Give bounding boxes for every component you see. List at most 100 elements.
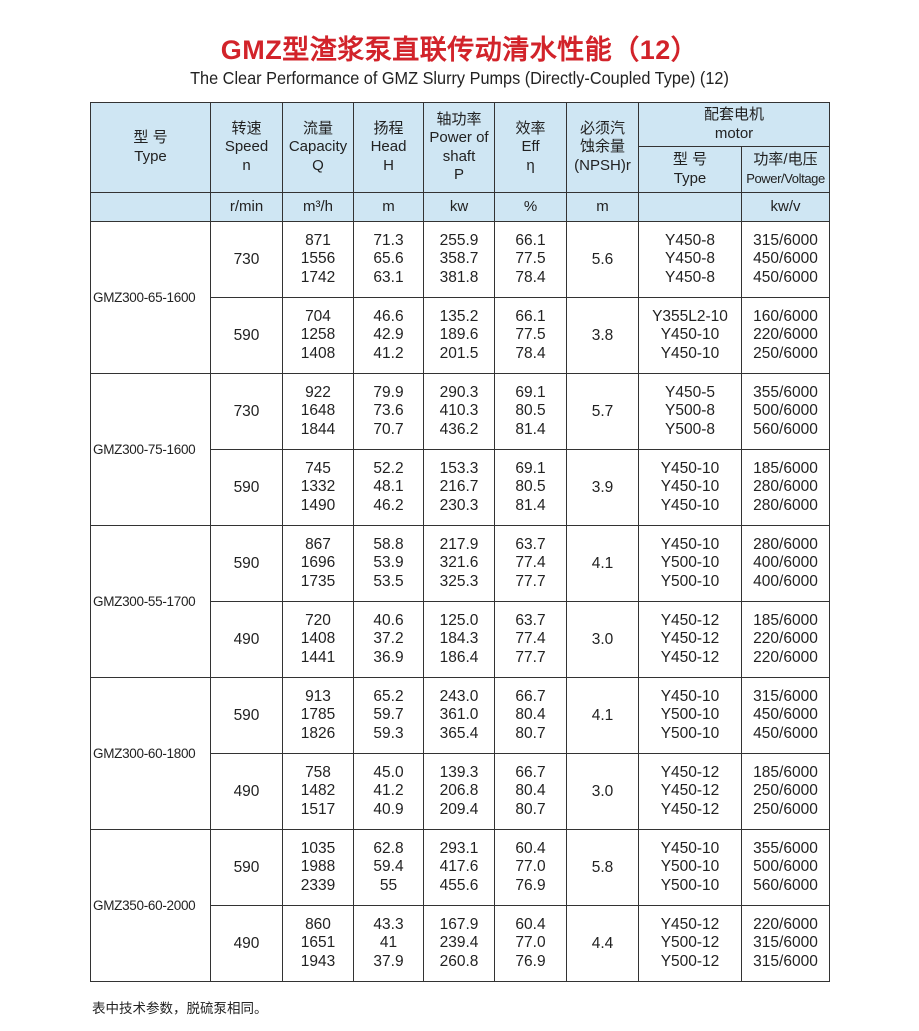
capacity-cell-value: 871	[305, 231, 331, 249]
motor-pv-cell-value: 400/6000	[753, 554, 818, 572]
motor-type-cell-value: Y450-10	[660, 535, 720, 553]
head-cell-value: 45.0	[373, 763, 404, 781]
eff-cell: 69.1 80.5 81.4	[494, 373, 567, 450]
speed-cell: 490	[210, 905, 283, 982]
speed-cell: 490	[210, 601, 283, 678]
motor-type-cell: Y450-8 Y450-8 Y450-8	[638, 221, 742, 298]
motor-type-cell-value: Y500-10	[660, 876, 720, 894]
head-cell-value: 71.3	[373, 231, 404, 249]
capacity-cell-value: 860	[305, 915, 331, 933]
table-row: GMZ350-60-2000 590 1035 1988 2339 62.8 59.4 55 2…	[90, 829, 831, 982]
motor-pv-cell-value: 185/6000	[753, 459, 818, 477]
power-cell-value: 217.9	[439, 535, 479, 553]
table-row: 490 720 1408 1441 40.6 37.2 36.9 125.0 184.3 186.…	[91, 601, 831, 678]
motor-pv-cell-value: 400/6000	[753, 572, 818, 590]
capacity-cell: 913 1785 1826	[282, 677, 354, 754]
eff-cell: 63.7 77.4 77.7	[494, 525, 567, 602]
motor-pv-cell-value: 185/6000	[753, 763, 818, 781]
motor-type-cell: Y450-10 Y450-10 Y450-10	[638, 449, 742, 526]
power-cell-value: 230.3	[439, 496, 479, 514]
head-cell: 52.2 48.1 46.2	[353, 449, 424, 526]
motor-type-cell: Y450-12 Y500-12 Y500-12	[638, 905, 742, 982]
head-cell-value: 59.3	[373, 724, 404, 742]
motor-pv-cell-value: 450/6000	[753, 724, 818, 742]
head-cell-value: 62.8	[373, 839, 404, 857]
head-cell-value: 42.9	[373, 326, 404, 344]
motor-pv-cell-value: 250/6000	[753, 800, 818, 818]
power-cell-value: 293.1	[439, 839, 479, 857]
table-row: GMZ300-60-1800 590 913 1785 1826 65.2 59.7 59.3…	[90, 677, 831, 830]
power-cell-value: 321.6	[439, 554, 479, 572]
motor-pv-cell: 160/6000 220/6000 250/6000	[740, 297, 831, 374]
capacity-cell-value: 758	[305, 763, 331, 781]
motor-type-cell-value: Y355L2-10	[652, 307, 728, 325]
eff-cell-value: 77.5	[515, 326, 546, 344]
power-cell-value: 290.3	[439, 383, 479, 401]
eff-cell-value: 78.4	[515, 344, 546, 362]
table-row: GMZ300-75-1600 730 922 1648 1844 79.9 73.6 70.7…	[90, 373, 831, 526]
head-cell-value: 41.2	[373, 344, 404, 362]
capacity-cell-value: 1035	[300, 839, 336, 857]
head-cell-value: 59.4	[373, 858, 404, 876]
power-cell-value: 361.0	[439, 706, 479, 724]
speed-cell: 590	[210, 449, 283, 526]
power-cell: 217.9 321.6 325.3	[423, 525, 495, 602]
speed-cell: 490	[210, 753, 283, 830]
motor-type-cell-value: Y500-10	[660, 554, 720, 572]
motor-pv-cell-value: 220/6000	[753, 630, 818, 648]
eff-cell: 63.7 77.4 77.7	[494, 601, 567, 678]
header-motor-type: 型 号 Type	[638, 146, 742, 193]
motor-type-cell-value: Y450-10	[660, 839, 720, 857]
footnote: 表中技术参数，脱硫泵相同。	[92, 1001, 268, 1016]
motor-type-cell-value: Y450-10	[660, 478, 720, 496]
motor-type-cell-value: Y500-12	[660, 952, 720, 970]
power-cell-value: 381.8	[439, 268, 479, 286]
motor-type-cell-value: Y450-10	[660, 326, 720, 344]
unit-npsh: m	[566, 192, 639, 222]
capacity-cell-value: 1742	[300, 268, 336, 286]
eff-cell-value: 80.5	[515, 402, 546, 420]
eff-cell-value: 66.1	[515, 307, 546, 325]
capacity-cell-value: 1556	[300, 250, 336, 268]
motor-type-cell-value: Y450-10	[660, 496, 720, 514]
header-npsh: 必须汽 蚀余量 (NPSH)r	[566, 102, 639, 193]
head-cell: 45.0 41.2 40.9	[353, 753, 424, 830]
motor-pv-cell-value: 185/6000	[753, 611, 818, 629]
eff-cell-value: 76.9	[515, 952, 546, 970]
motor-pv-cell: 185/6000 250/6000 250/6000	[740, 753, 831, 830]
motor-pv-cell-value: 160/6000	[753, 307, 818, 325]
motor-pv-cell-value: 560/6000	[753, 420, 818, 438]
eff-cell: 66.1 77.5 78.4	[494, 297, 567, 374]
head-cell-value: 53.9	[373, 554, 404, 572]
npsh-cell: 5.8	[566, 829, 639, 906]
head-cell-value: 70.7	[373, 420, 404, 438]
capacity-cell: 871 1556 1742	[282, 221, 354, 298]
eff-cell-value: 76.9	[515, 876, 546, 894]
eff-cell: 60.4 77.0 76.9	[494, 905, 567, 982]
eff-cell-value: 77.4	[515, 554, 546, 572]
motor-type-cell: Y450-10 Y500-10 Y500-10	[638, 829, 742, 906]
capacity-cell-value: 1490	[300, 496, 336, 514]
head-cell: 58.8 53.9 53.5	[353, 525, 424, 602]
eff-cell-value: 80.7	[515, 724, 546, 742]
motor-pv-cell-value: 280/6000	[753, 535, 818, 553]
motor-pv-cell-value: 250/6000	[753, 782, 818, 800]
npsh-cell: 5.6	[566, 221, 639, 298]
motor-pv-cell: 220/6000 315/6000 315/6000	[740, 905, 831, 982]
eff-cell-value: 77.5	[515, 250, 546, 268]
power-cell-value: 186.4	[439, 648, 479, 666]
motor-pv-cell-value: 355/6000	[753, 839, 818, 857]
capacity-cell-value: 913	[305, 687, 331, 705]
motor-type-cell-value: Y500-10	[660, 858, 720, 876]
head-cell-value: 36.9	[373, 648, 404, 666]
capacity-cell-value: 2339	[300, 876, 336, 894]
eff-cell-value: 63.7	[515, 611, 546, 629]
eff-cell-value: 66.7	[515, 763, 546, 781]
motor-pv-cell: 185/6000 220/6000 220/6000	[740, 601, 831, 678]
eff-cell: 66.1 77.5 78.4	[494, 221, 567, 298]
speed-cell: 590	[210, 297, 283, 374]
head-cell: 46.6 42.9 41.2	[353, 297, 424, 374]
table-row: GMZ300-65-1600 730 871 1556 1742 71.3 65.6 63.1…	[90, 221, 831, 374]
motor-pv-cell-value: 280/6000	[753, 496, 818, 514]
header-motor: 配套电机 motor	[637, 102, 831, 147]
